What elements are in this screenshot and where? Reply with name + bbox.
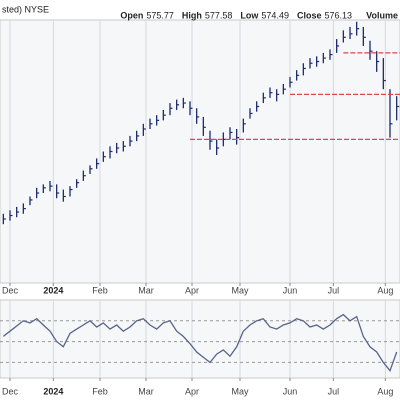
header-label: High [182, 10, 202, 20]
x-tick-label: Feb [92, 285, 108, 295]
x-tick-label: Feb [92, 386, 108, 396]
x-tick-label: May [231, 285, 249, 295]
symbol-text: sted) NYSE [2, 4, 49, 14]
x-tick-label: Aug [377, 386, 393, 396]
x-tick-label: May [231, 386, 249, 396]
indicator-panel [0, 299, 400, 379]
x-tick-label: 2024 [43, 386, 63, 396]
x-tick-label: Mar [138, 386, 154, 396]
x-tick-label: Apr [185, 386, 199, 396]
indicator-line [2, 313, 398, 373]
x-tick-label: Jun [283, 386, 298, 396]
header-label: Low [240, 10, 259, 20]
x-tick-label: Dec [2, 386, 19, 396]
x-tick-label: Jul [328, 285, 340, 295]
header-label: Open [120, 10, 143, 20]
volume-label: Volume [366, 10, 398, 20]
x-tick-label: Apr [185, 285, 199, 295]
header-value: 577.58 [205, 10, 233, 20]
header-value: 574.49 [261, 10, 289, 20]
x-tick-label: Jun [283, 285, 298, 295]
x-tick-label: Mar [138, 285, 154, 295]
price-panel [0, 19, 400, 284]
header-value: 575.77 [146, 10, 174, 20]
x-tick-label: Jul [328, 386, 340, 396]
x-tick-label: 2024 [43, 285, 63, 295]
x-tick-label: Dec [2, 285, 19, 295]
header-label: Close [297, 10, 322, 20]
header-value: 576.13 [324, 10, 352, 20]
x-tick-label: Aug [377, 285, 393, 295]
